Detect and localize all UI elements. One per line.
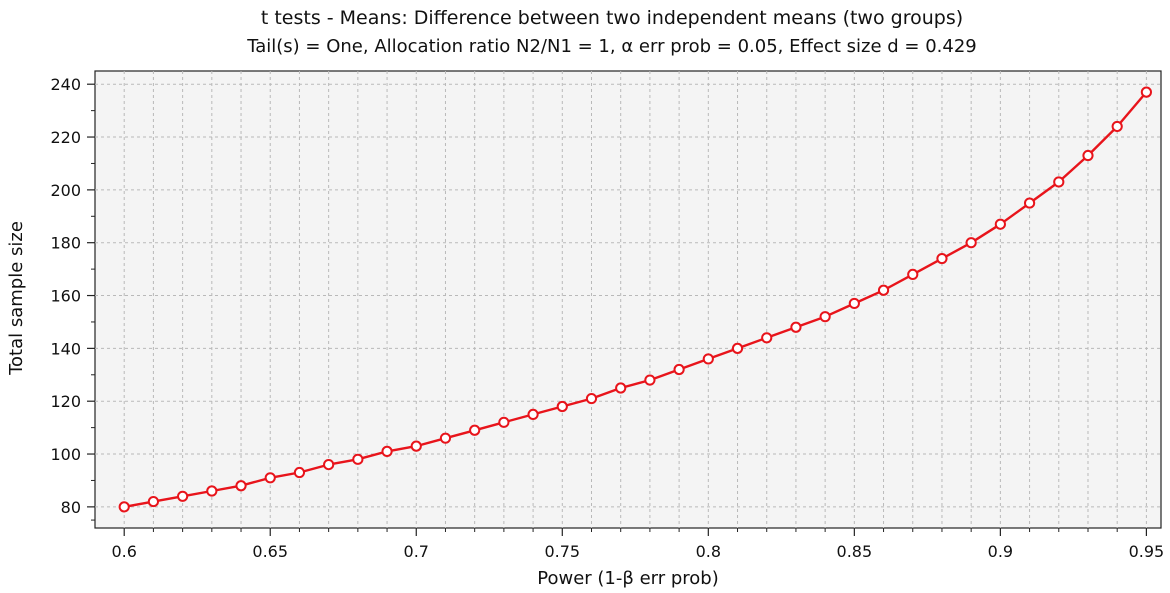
- data-point: [761, 332, 773, 344]
- data-point: [994, 218, 1006, 230]
- data-point: [264, 472, 276, 484]
- x-tick-label: 0.8: [696, 542, 721, 561]
- data-point: [877, 284, 890, 296]
- data-point: [673, 363, 685, 376]
- x-tick-label: 0.75: [544, 542, 580, 561]
- grid: [95, 71, 1161, 528]
- plot-area: [94, 70, 1162, 529]
- data-point: [323, 459, 335, 471]
- data-point: [381, 445, 393, 457]
- axis-ticks: 0.6 0.65 0.7 0.75 0.8 0.85 0.9 0.95 80 100 120 140 1…: [50, 75, 1164, 561]
- data-point: [235, 480, 247, 492]
- data-point: [439, 432, 452, 444]
- chart-subtitle: Tail(s) = One, Allocation ratio N2/N1 = …: [246, 36, 977, 57]
- data-point: [965, 237, 977, 249]
- data-point: [907, 268, 919, 281]
- data-point: [177, 490, 189, 502]
- data-point: [1023, 197, 1036, 209]
- x-tick-label: 0.7: [404, 542, 429, 561]
- x-tick-label: 0.9: [988, 542, 1013, 561]
- data-point: [118, 501, 130, 513]
- data-point: [527, 408, 539, 421]
- y-tick-label: 220: [50, 128, 81, 147]
- data-point: [1053, 176, 1065, 188]
- data-point: [293, 466, 306, 479]
- data-point: [731, 342, 744, 354]
- y-tick-label: 140: [50, 339, 81, 358]
- x-tick-label: 0.95: [1129, 542, 1165, 561]
- y-tick-label: 120: [50, 392, 81, 411]
- data-point: [1082, 149, 1094, 162]
- data-point: [936, 252, 948, 265]
- y-tick-label: 80: [61, 498, 81, 517]
- data-point: [1140, 86, 1152, 98]
- y-tick-label: 160: [50, 287, 81, 306]
- data-point: [556, 400, 568, 413]
- data-point: [702, 353, 714, 365]
- data-point: [410, 440, 422, 452]
- data-point: [206, 485, 218, 497]
- data-point: [790, 321, 802, 333]
- data-point: [644, 374, 656, 386]
- data-point: [147, 495, 160, 508]
- data-point: [352, 453, 364, 465]
- x-tick-label: 0.85: [837, 542, 873, 561]
- y-axis-label: Total sample size: [6, 221, 27, 376]
- chart-title: t tests - Means: Difference between two …: [261, 7, 963, 29]
- data-point: [498, 416, 510, 428]
- x-tick-label: 0.6: [111, 542, 136, 561]
- y-tick-label: 200: [50, 181, 81, 200]
- data-point: [585, 392, 598, 405]
- data-point: [469, 424, 481, 436]
- y-tick-label: 180: [50, 234, 81, 253]
- data-point: [1111, 120, 1123, 133]
- data-point: [615, 382, 627, 394]
- data-point: [819, 311, 831, 323]
- y-tick-label: 240: [50, 75, 81, 94]
- data-point: [848, 297, 860, 310]
- x-tick-label: 0.65: [252, 542, 288, 561]
- x-axis-label: Power (1-β err prob): [537, 568, 719, 589]
- y-tick-label: 100: [50, 445, 81, 464]
- series-layer: [118, 86, 1152, 513]
